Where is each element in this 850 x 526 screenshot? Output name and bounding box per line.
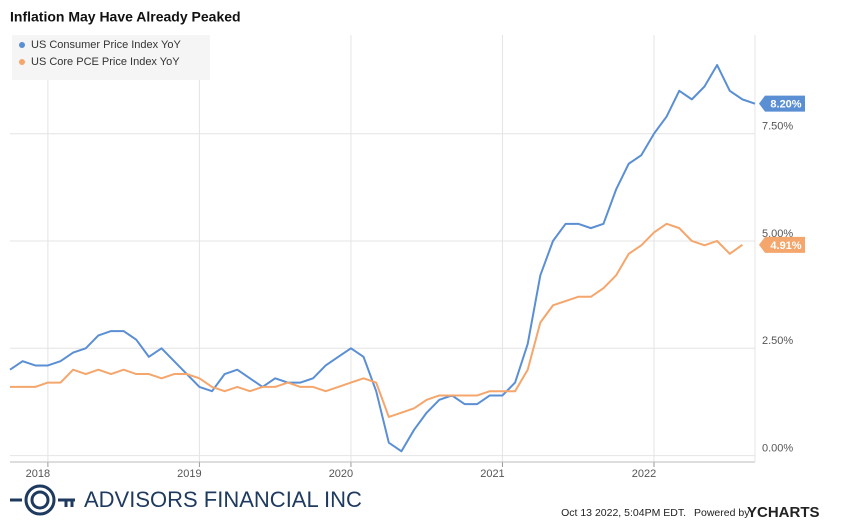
timestamp: Oct 13 2022, 5:04PM EDT.: [561, 507, 686, 519]
end-label: 8.20%: [770, 99, 801, 111]
end-label-tag: [759, 95, 805, 112]
x-tick-label: 2019: [177, 468, 201, 480]
legend-label: US Core PCE Price Index YoY: [31, 56, 180, 68]
end-label-tag: [759, 236, 805, 253]
series-line: [10, 222, 743, 418]
x-tick-label: 2021: [480, 468, 504, 480]
y-tick-label: 2.50%: [762, 335, 793, 347]
legend-marker: [19, 59, 25, 65]
end-label: 4.91%: [770, 240, 801, 252]
y-tick-label: 0.00%: [762, 442, 793, 454]
provider-logo: YCHARTS: [747, 504, 820, 521]
x-tick-label: 2018: [26, 468, 50, 480]
legend-label: US Consumer Price Index YoY: [31, 39, 181, 51]
legend-box: [12, 35, 210, 80]
legend-marker: [19, 42, 25, 48]
chart-title: Inflation May Have Already Peaked: [10, 9, 241, 25]
x-tick-label: 2020: [329, 468, 353, 480]
x-tick-label: 2022: [632, 468, 656, 480]
y-tick-label: 7.50%: [762, 121, 793, 133]
brand-name: ADVISORS FINANCIAL INC: [84, 487, 362, 512]
logo: [10, 484, 75, 516]
powered-by: Powered by: [694, 507, 750, 519]
series-line: [9, 64, 756, 453]
